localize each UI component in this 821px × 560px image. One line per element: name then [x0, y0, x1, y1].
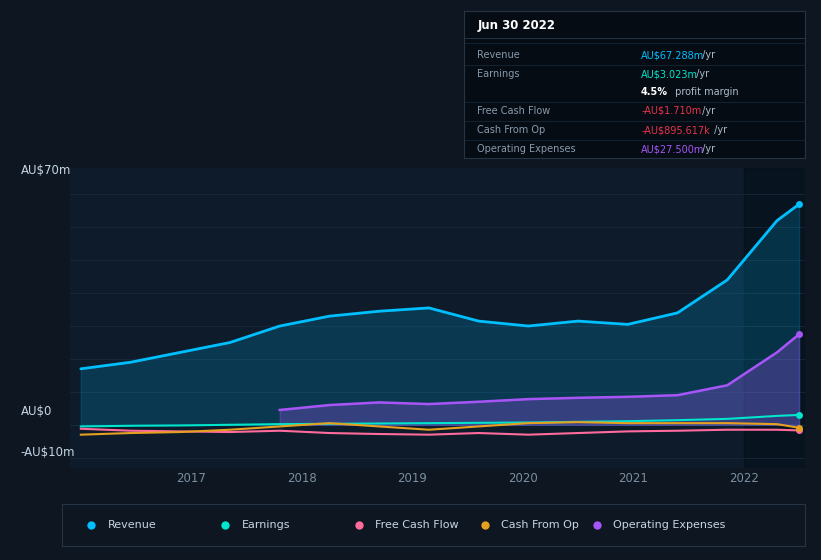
Text: /yr: /yr	[693, 69, 709, 80]
Text: -AU$895.617k: -AU$895.617k	[641, 125, 710, 135]
Text: Earnings: Earnings	[241, 520, 290, 530]
Text: AU$70m: AU$70m	[21, 164, 71, 178]
Text: Jun 30 2022: Jun 30 2022	[478, 20, 556, 32]
Text: AU$0: AU$0	[21, 405, 52, 418]
Text: Operating Expenses: Operating Expenses	[613, 520, 725, 530]
Text: Cash From Op: Cash From Op	[502, 520, 580, 530]
Text: AU$3.023m: AU$3.023m	[641, 69, 698, 80]
Text: profit margin: profit margin	[672, 87, 738, 97]
Text: /yr: /yr	[699, 106, 715, 116]
Text: Operating Expenses: Operating Expenses	[478, 144, 576, 154]
Text: Cash From Op: Cash From Op	[478, 125, 546, 135]
Text: AU$67.288m: AU$67.288m	[641, 50, 704, 60]
Text: Earnings: Earnings	[478, 69, 520, 80]
Text: -AU$1.710m: -AU$1.710m	[641, 106, 701, 116]
Bar	[744, 168, 805, 468]
Text: Revenue: Revenue	[108, 520, 156, 530]
Text: /yr: /yr	[699, 144, 715, 154]
Text: Revenue: Revenue	[478, 50, 521, 60]
Text: AU$27.500m: AU$27.500m	[641, 144, 704, 154]
Text: Free Cash Flow: Free Cash Flow	[375, 520, 459, 530]
Text: /yr: /yr	[699, 50, 715, 60]
Text: -AU$10m: -AU$10m	[21, 446, 75, 459]
Text: Free Cash Flow: Free Cash Flow	[478, 106, 551, 116]
Text: /yr: /yr	[710, 125, 727, 135]
Text: 4.5%: 4.5%	[641, 87, 668, 97]
